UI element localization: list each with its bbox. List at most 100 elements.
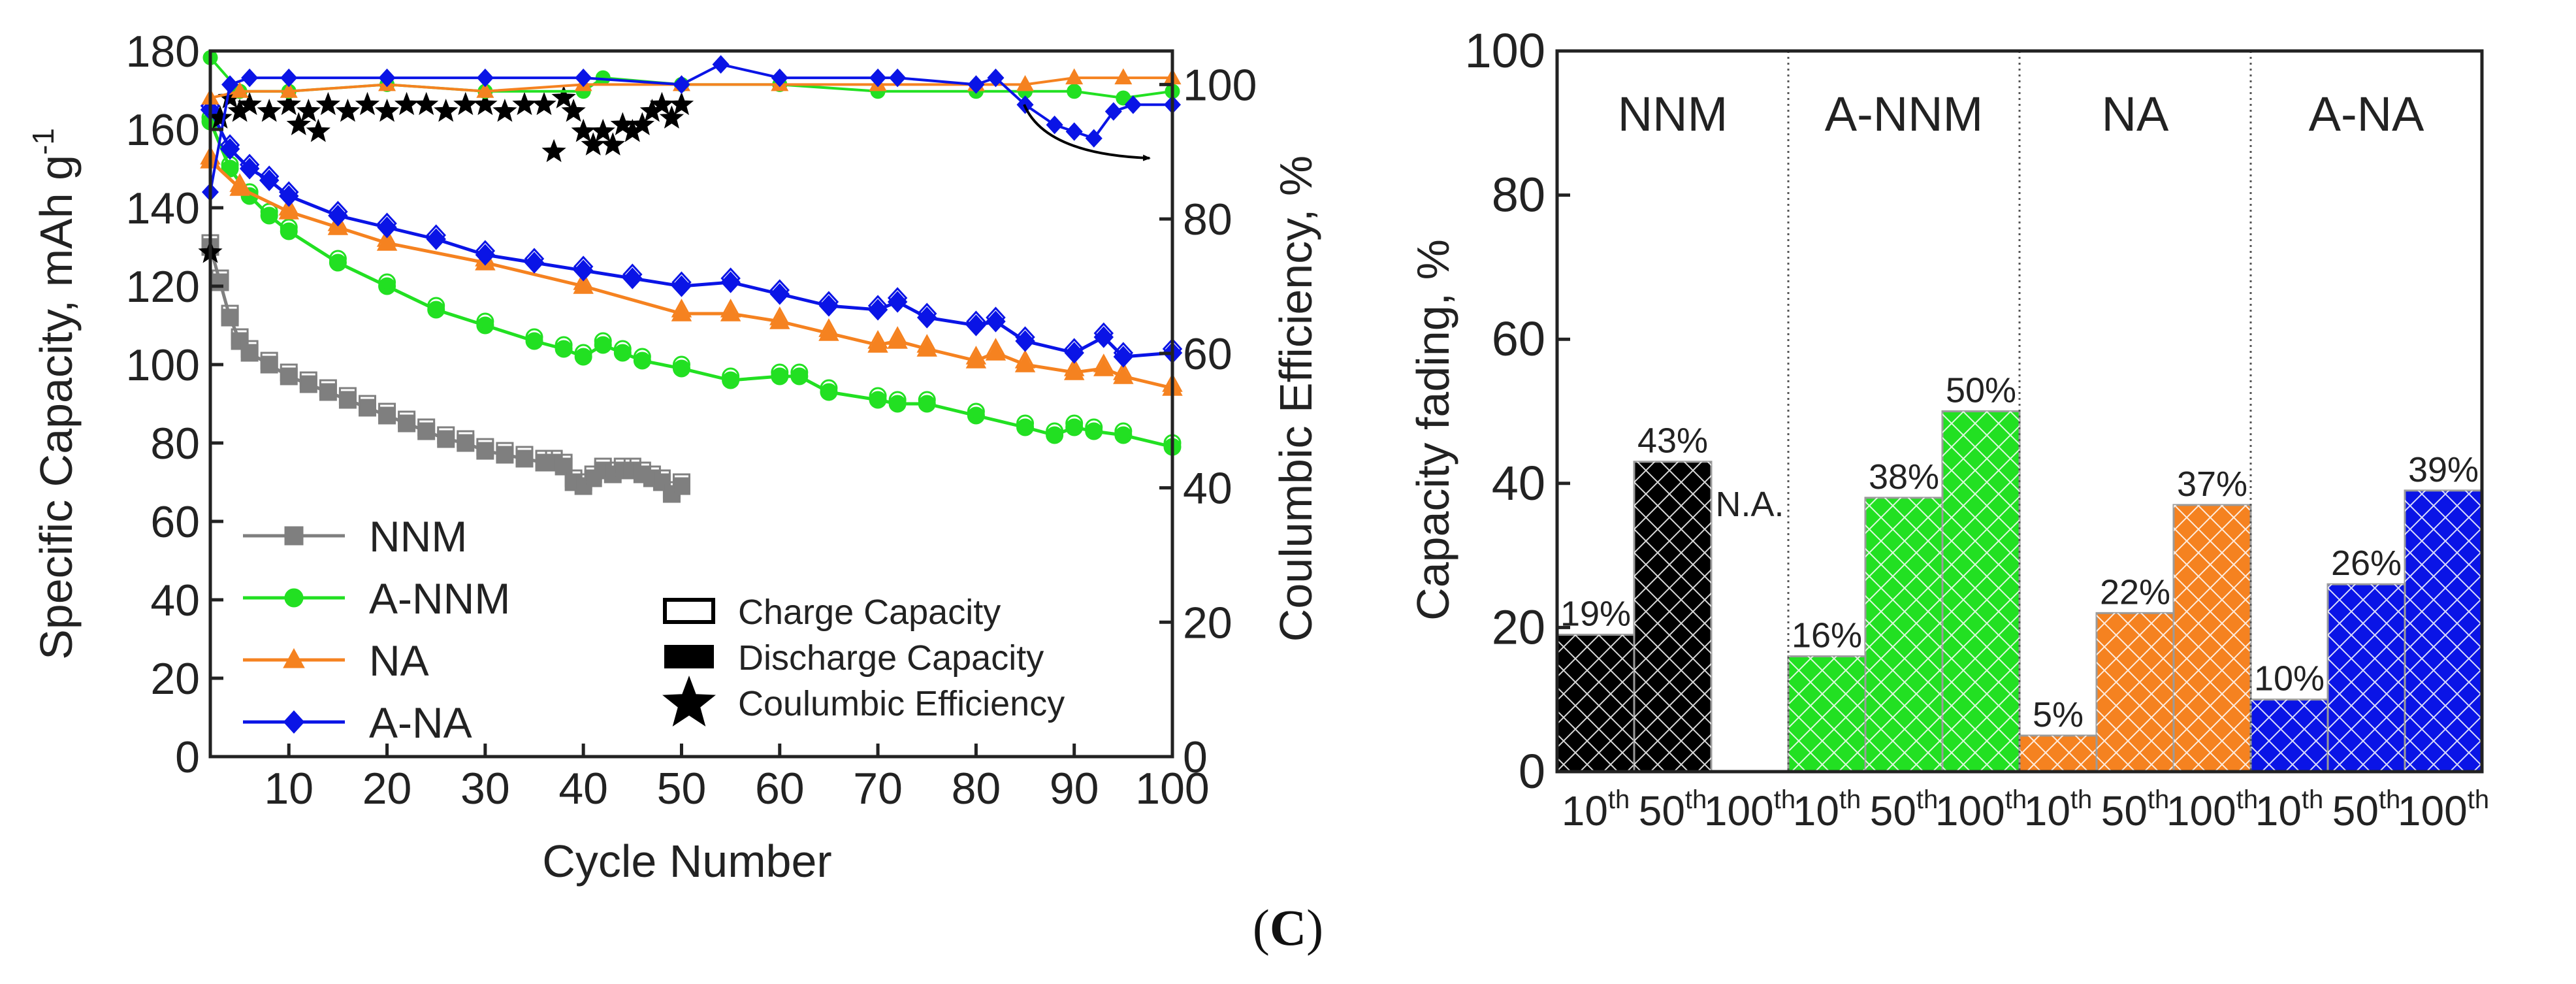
bar-label-na-50: 22%: [2100, 572, 2170, 612]
bar-label-a-na-100: 39%: [2408, 450, 2479, 489]
data-point-a-nnm-65: [820, 383, 838, 401]
charge-point-a-nnm-20: [378, 273, 396, 291]
efficiency-point-nnm-ce-14: [315, 91, 341, 116]
series-nnm: [201, 234, 690, 503]
charge-point-a-nnm-55: [722, 367, 740, 385]
fading-y-tick-label-40: 40: [1492, 456, 1545, 510]
efficiency-point-na-ce-85: [1016, 74, 1035, 91]
data-point-nnm-34: [515, 450, 534, 468]
data-point-a-na-85: [1015, 330, 1035, 352]
charge-point-a-nnm-80: [967, 402, 985, 421]
efficiency-point-a-na-ce-20: [378, 68, 396, 88]
efficiency-point-a-na-ce-94: [1104, 102, 1122, 121]
category-label-nnm-100: 100th: [1704, 785, 1795, 834]
data-point-a-na-82: [986, 310, 1006, 333]
charge-point-a-na-80: [966, 310, 986, 333]
x-tick-label-50: 50: [657, 764, 707, 813]
data-point-a-nnm-25: [427, 301, 445, 319]
series-legend: NNM A-NNM NA A-NA: [243, 512, 510, 747]
charge-point-a-nnm-25: [427, 297, 445, 315]
bar-label-a-na-50: 26%: [2331, 544, 2402, 583]
data-point-a-nnm-20: [378, 277, 396, 295]
efficiency-point-nnm-ce-30: [473, 91, 498, 116]
efficiency-point-nnm-ce-49: [659, 105, 684, 129]
efficiency-point-a-na-ce-70: [869, 68, 887, 88]
charge-point-na-15: [327, 212, 349, 231]
data-point-a-nnm-40: [574, 348, 592, 366]
data-point-a-na-4: [219, 138, 240, 160]
right-plot-frame: [1555, 49, 2484, 774]
charge-point-nnm-50: [672, 473, 690, 491]
data-point-nnm-18: [358, 399, 376, 417]
x-tick-label-10: 10: [264, 764, 314, 813]
y2-tick-label-100: 100: [1183, 60, 1257, 110]
marker-legend-label-0: Charge Capacity: [738, 593, 1001, 632]
category-label-a-nnm-50: 50th: [1870, 785, 1939, 834]
data-point-a-nnm-44: [613, 344, 632, 362]
data-point-a-na-40: [573, 259, 594, 282]
charge-point-a-na-95: [1113, 342, 1134, 364]
efficiency-point-nnm-ce-12: [296, 98, 321, 122]
charge-point-a-nnm-50: [672, 355, 690, 374]
legend-item-na: NA: [243, 636, 429, 685]
charge-point-nnm-24: [417, 418, 436, 436]
charge-point-a-na-90: [1064, 338, 1084, 360]
bar-label-na-10: 5%: [2033, 695, 2084, 734]
marker-legend: Charge Capacity Discharge Capacity Coulumb…: [662, 593, 1065, 727]
bar-hatch-nnm-50: [1634, 461, 1711, 772]
y-tick-label-100: 100: [126, 340, 200, 390]
charge-point-na-90: [1063, 357, 1085, 376]
efficiency-point-na-ce-5: [231, 82, 249, 98]
efficiency-point-na-ce-95: [1114, 68, 1133, 85]
efficiency-point-na-ce-10: [280, 82, 298, 98]
data-point-a-nnm-50: [672, 359, 690, 378]
charge-point-a-na-55: [720, 267, 741, 289]
group-title-na: NA: [2102, 87, 2169, 141]
bar-label-nnm-10: 19%: [1560, 594, 1631, 633]
efficiency-a-na-ce: [201, 55, 1182, 202]
data-point-a-nnm-38: [555, 340, 573, 358]
charge-point-na-65: [818, 318, 839, 337]
charge-point-nnm-32: [496, 442, 514, 460]
efficiency-point-a-na-ce-30: [476, 68, 494, 88]
category-label-na-10: 10th: [2024, 785, 2093, 834]
bar-hatch-na-100: [2174, 504, 2251, 772]
data-point-a-na-75: [916, 306, 937, 329]
efficiency-point-a-na-ce-72: [889, 68, 907, 88]
charge-point-nnm-38: [555, 453, 573, 472]
bar-label-a-nnm-10: 16%: [1792, 616, 1862, 655]
efficiency-point-nnm-ce-22: [394, 91, 419, 116]
charge-point-nnm-30: [476, 438, 494, 456]
legend-marker-nnm: [284, 526, 304, 546]
y2-tick-label-0: 0: [1183, 732, 1208, 782]
y-tick-label-40: 40: [150, 576, 200, 625]
bar-hatch-na-50: [2097, 613, 2174, 772]
data-point-a-na-8: [259, 169, 280, 191]
data-point-a-na-25: [426, 228, 446, 250]
charge-point-a-na-6: [239, 154, 260, 176]
charge-point-a-nnm-88: [1046, 422, 1064, 440]
efficiency-point-nnm-ce-38: [551, 85, 576, 108]
y2-tick-label-20: 20: [1183, 598, 1232, 648]
bar-hatch-a-nnm-100: [1942, 411, 2020, 772]
group-title-a-na: A-NA: [2309, 87, 2424, 141]
category-label-a-nnm-10: 10th: [1793, 785, 1861, 834]
charge-point-a-na-85: [1015, 326, 1035, 348]
fading-axes: 0 20 40 60 80 100: [1465, 24, 2484, 798]
charge-point-a-na-60: [769, 279, 790, 301]
charge-point-nnm-10: [280, 363, 298, 382]
category-label-na-100: 100th: [2166, 785, 2258, 834]
charge-point-a-nnm-38: [555, 336, 573, 354]
marker-legend-label-1: Discharge Capacity: [738, 638, 1044, 678]
left-y-axis-label-superscript: -1: [26, 128, 60, 155]
y2-tick-label-80: 80: [1183, 195, 1232, 244]
series-a-na: [200, 95, 1183, 368]
efficiency-point-a-na-ce-54: [712, 55, 730, 74]
charge-point-na-55: [720, 299, 741, 318]
charge-point-nnm-48: [652, 469, 671, 487]
data-point-nnm-38: [555, 457, 573, 476]
x-tick-label-60: 60: [755, 764, 805, 813]
